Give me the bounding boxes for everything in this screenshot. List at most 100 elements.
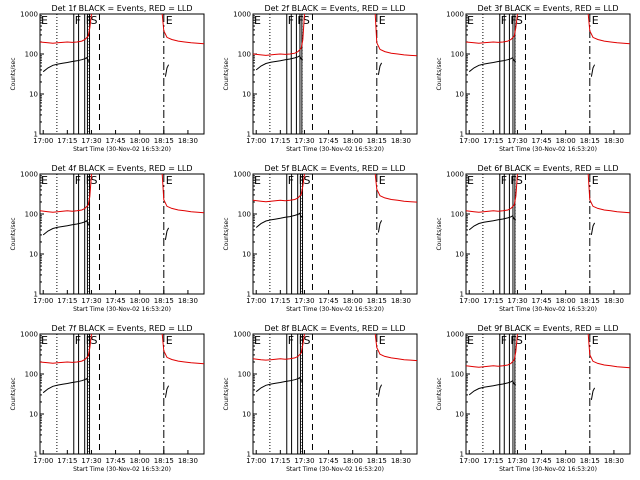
y-tick-label: 1 xyxy=(34,291,38,299)
lld-series-line xyxy=(252,13,305,56)
y-tick-label: 100 xyxy=(238,371,251,379)
flare-marker-label: F xyxy=(510,334,516,347)
panel-title: Det 8f BLACK = Events, RED = LLD xyxy=(264,324,405,333)
lld-series-line xyxy=(587,173,631,214)
flare-marker-label: F xyxy=(75,174,81,187)
events-series-line xyxy=(468,56,517,73)
plot-frame xyxy=(39,333,205,455)
x-tick-label: 17:30 xyxy=(81,457,101,465)
y-tick-label: 100 xyxy=(25,51,38,59)
lld-series-line xyxy=(252,173,305,203)
y-tick-label: 10 xyxy=(455,411,464,419)
events-series-line xyxy=(590,222,596,235)
plot-frame xyxy=(39,13,205,135)
lld-series-line xyxy=(374,173,418,203)
y-axis-label: Counts/sec xyxy=(10,57,17,90)
events-series-line xyxy=(42,220,91,236)
x-tick-label: 18:30 xyxy=(604,297,624,305)
x-tick-label: 17:15 xyxy=(270,297,290,305)
panel-det-8f: Det 8f BLACK = Events, RED = LLD 1 10 100 10… xyxy=(223,324,418,473)
eclipse-marker-label: E xyxy=(467,334,474,347)
x-tick-label: 18:15 xyxy=(154,297,174,305)
x-tick-label: 18:00 xyxy=(343,137,363,145)
plot-frame xyxy=(465,13,631,135)
x-tick-label: 17:30 xyxy=(507,137,527,145)
x-tick-label: 17:15 xyxy=(57,457,77,465)
y-axis-label: Counts/sec xyxy=(436,217,443,250)
flare-marker-label: F xyxy=(288,334,294,347)
y-tick-label: 1 xyxy=(247,451,251,459)
lld-series-line xyxy=(465,333,518,368)
y-tick-label: 1 xyxy=(34,451,38,459)
events-series-line xyxy=(164,385,170,398)
x-tick-label: 18:30 xyxy=(604,137,624,145)
y-tick-label: 1000 xyxy=(446,11,464,19)
y-tick-label: 1 xyxy=(460,131,464,139)
lld-series-line xyxy=(465,13,518,44)
y-tick-label: 10 xyxy=(455,251,464,259)
y-tick-label: 1000 xyxy=(233,171,251,179)
saa-marker-label: S xyxy=(91,14,98,27)
y-tick-label: 1000 xyxy=(20,11,38,19)
plot-frame xyxy=(465,173,631,295)
y-tick-label: 1000 xyxy=(446,171,464,179)
saa-marker-label: S xyxy=(304,174,311,187)
x-tick-label: 17:30 xyxy=(294,457,314,465)
x-tick-label: 17:30 xyxy=(294,297,314,305)
flare-marker-label: F xyxy=(288,174,294,187)
eclipse-marker-label: E xyxy=(41,14,48,27)
lld-series-line xyxy=(39,333,92,364)
y-tick-label: 10 xyxy=(242,91,251,99)
x-tick-label: 17:45 xyxy=(318,137,338,145)
x-axis-label: Start Time (30-Nov-02 16:53:20) xyxy=(73,466,171,473)
x-tick-label: 17:45 xyxy=(318,457,338,465)
events-series-line xyxy=(164,64,170,77)
panel-det-1f: Det 1f BLACK = Events, RED = LLD 1 10 100 10… xyxy=(10,4,205,153)
x-tick-label: 18:30 xyxy=(604,457,624,465)
x-tick-label: 17:00 xyxy=(33,137,53,145)
flare-marker-label: F xyxy=(510,14,516,27)
eclipse-marker-label: E xyxy=(467,14,474,27)
panel-det-4f: Det 4f BLACK = Events, RED = LLD 1 10 100 10… xyxy=(10,164,205,313)
lld-series-line xyxy=(161,173,205,214)
flare-marker-label: F xyxy=(75,334,81,347)
panel-det-6f: Det 6f BLACK = Events, RED = LLD 1 10 100 10… xyxy=(436,164,631,313)
x-tick-label: 17:45 xyxy=(105,297,125,305)
lld-series-line xyxy=(465,173,518,213)
saa-marker-label: S xyxy=(516,334,523,347)
panel-det-9f: Det 9f BLACK = Events, RED = LLD 1 10 100 10… xyxy=(436,324,631,473)
flare-marker-label: F xyxy=(86,174,92,187)
x-tick-label: 17:15 xyxy=(270,457,290,465)
x-tick-label: 17:30 xyxy=(507,297,527,305)
x-axis-label: Start Time (30-Nov-02 16:53:20) xyxy=(73,146,171,153)
panel-title: Det 2f BLACK = Events, RED = LLD xyxy=(264,4,405,13)
x-tick-label: 17:00 xyxy=(33,457,53,465)
x-tick-label: 18:00 xyxy=(556,297,576,305)
eclipse-marker-label: E xyxy=(467,174,474,187)
x-tick-label: 18:15 xyxy=(580,457,600,465)
y-tick-label: 100 xyxy=(25,371,38,379)
flare-marker-label: F xyxy=(501,14,507,27)
y-tick-label: 1000 xyxy=(233,11,251,19)
saa-marker-label: S xyxy=(304,334,311,347)
x-axis-label: Start Time (30-Nov-02 16:53:20) xyxy=(73,306,171,313)
x-tick-label: 18:15 xyxy=(580,297,600,305)
x-tick-label: 18:00 xyxy=(343,457,363,465)
x-tick-label: 18:30 xyxy=(391,137,411,145)
y-tick-label: 1 xyxy=(460,291,464,299)
eclipse-marker-label: E xyxy=(592,14,599,27)
flare-marker-label: F xyxy=(75,14,81,27)
lld-series-line xyxy=(252,333,305,361)
plot-frame xyxy=(252,333,418,455)
y-tick-label: 1000 xyxy=(20,171,38,179)
x-tick-label: 18:00 xyxy=(130,137,150,145)
saa-marker-label: S xyxy=(303,14,310,27)
y-axis-label: Counts/sec xyxy=(223,377,230,410)
eclipse-marker-label: E xyxy=(592,334,599,347)
x-tick-label: 18:30 xyxy=(391,297,411,305)
x-tick-label: 17:00 xyxy=(246,297,266,305)
eclipse-marker-label: E xyxy=(166,334,173,347)
eclipse-marker-label: E xyxy=(379,334,386,347)
y-tick-label: 1 xyxy=(247,291,251,299)
